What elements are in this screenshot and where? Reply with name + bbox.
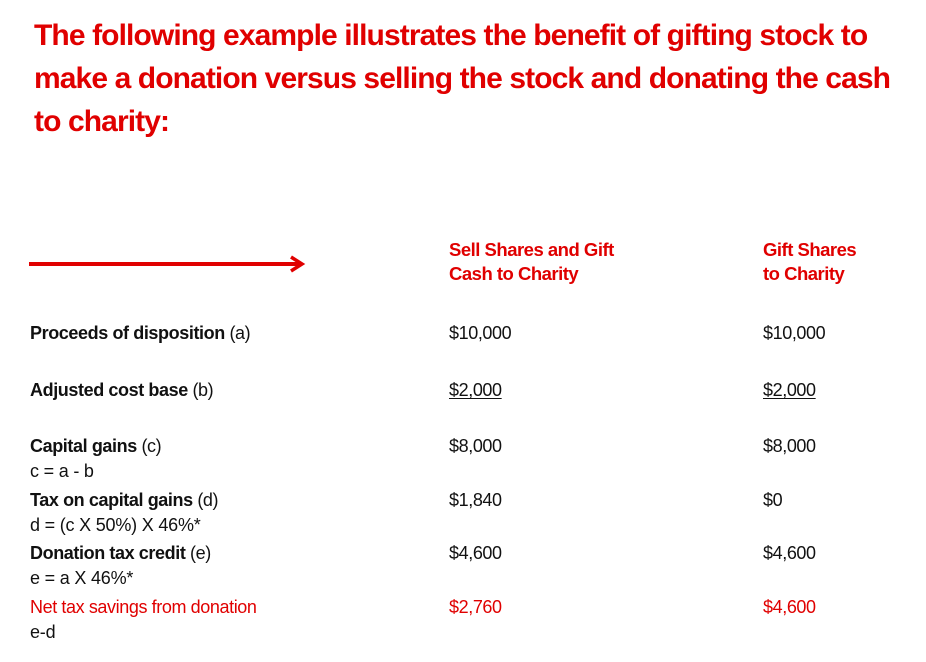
formula-donation-tax-credit: e = a X 46%* <box>30 568 134 588</box>
cell-credit-sell: $4,600 <box>449 543 502 563</box>
cell-acb-gift: $2,000 <box>763 380 816 400</box>
cell-tax-gift: $0 <box>763 490 783 510</box>
column-header-gift-shares: Gift Shares to Charity <box>763 239 857 284</box>
column-header-sell-shares: Sell Shares and Gift Cash to Charity <box>449 239 614 284</box>
row-label-proceeds: Proceeds of disposition (a) <box>30 323 251 343</box>
row-label-net-tax-savings: Net tax savings from donation <box>30 597 257 617</box>
cell-proceeds-gift: $10,000 <box>763 323 826 343</box>
row-label-adjusted-cost-base: Adjusted cost base (b) <box>30 380 214 400</box>
cell-net-savings-gift: $4,600 <box>763 597 816 617</box>
formula-tax-on-capital-gains: d = (c X 50%) X 46%* <box>30 515 201 535</box>
cell-capital-gains-sell: $8,000 <box>449 436 502 456</box>
row-label-capital-gains: Capital gains (c) <box>30 436 162 456</box>
cell-net-savings-sell: $2,760 <box>449 597 502 617</box>
cell-credit-gift: $4,600 <box>763 543 816 563</box>
cell-acb-sell: $2,000 <box>449 380 502 400</box>
cell-capital-gains-gift: $8,000 <box>763 436 816 456</box>
arrow-right-icon <box>29 255 306 273</box>
formula-net-tax-savings: e-d <box>30 622 56 642</box>
row-label-donation-tax-credit: Donation tax credit (e) <box>30 543 211 563</box>
cell-proceeds-sell: $10,000 <box>449 323 512 343</box>
formula-capital-gains: c = a - b <box>30 461 94 481</box>
cell-tax-sell: $1,840 <box>449 490 502 510</box>
row-label-tax-on-capital-gains: Tax on capital gains (d) <box>30 490 219 510</box>
page-heading: The following example illustrates the be… <box>34 19 891 138</box>
